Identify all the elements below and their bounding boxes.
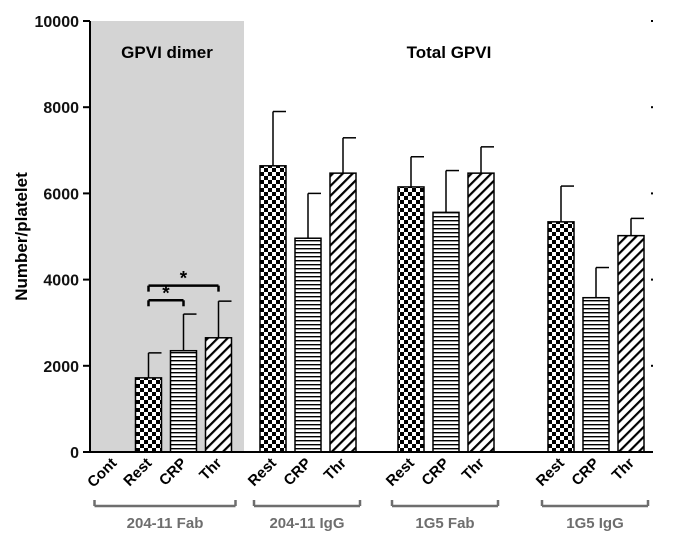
significance-star: * xyxy=(180,269,188,290)
bar-crp xyxy=(582,296,610,453)
bar-crp xyxy=(294,237,322,453)
x-tick-label: Thr xyxy=(459,455,488,484)
bars-layer xyxy=(134,165,645,453)
y-tick-label: 8000 xyxy=(43,100,79,117)
group-label: 204-11 Fab xyxy=(127,515,204,532)
x-tick-label: Thr xyxy=(196,455,225,484)
right-ticks xyxy=(651,20,653,367)
bar-rest xyxy=(397,186,425,453)
group-labels: 204-11 Fab 204-11 IgG 1G5 Fab 1G5 IgG xyxy=(93,500,650,532)
bar-rest xyxy=(547,221,575,453)
bar-thr xyxy=(204,337,233,453)
bar-thr xyxy=(329,172,357,453)
x-tick-label: CRP xyxy=(418,455,452,489)
significance-layer: ** xyxy=(147,269,220,307)
x-tick-label: Cont xyxy=(84,455,120,491)
y-tick-label: 10000 xyxy=(35,14,80,31)
x-category-labels: Cont Rest CRP Thr Rest CRP Thr Rest CRP Thr Rest CR… xyxy=(84,455,638,491)
significance-star: * xyxy=(162,283,170,304)
group-label: 1G5 Fab xyxy=(415,515,474,532)
panel-title-total-gpvi: Total GPVI xyxy=(407,43,492,62)
x-tick-label: Rest xyxy=(120,455,155,490)
x-tick-label: Rest xyxy=(245,455,280,490)
x-tick-label: Thr xyxy=(321,455,350,484)
group-label: 1G5 IgG xyxy=(566,515,624,532)
y-tick-label: 0 xyxy=(70,445,79,462)
bar-thr xyxy=(617,234,645,453)
error-bars-layer xyxy=(147,110,644,378)
bar-crp xyxy=(432,211,460,453)
x-tick-label: Thr xyxy=(609,455,638,484)
panel-title-gpvi-dimer: GPVI dimer xyxy=(121,43,213,62)
bar-thr xyxy=(467,172,495,453)
x-tick-label: Rest xyxy=(533,455,568,490)
y-tick-label: 4000 xyxy=(43,273,79,290)
x-tick-label: Rest xyxy=(383,455,418,490)
y-ticks: 0 2000 4000 6000 8000 10000 xyxy=(35,14,90,462)
y-tick-label: 6000 xyxy=(43,186,79,203)
x-tick-label: CRP xyxy=(280,455,314,489)
y-tick-label: 2000 xyxy=(43,359,79,376)
bar-crp xyxy=(169,349,198,453)
y-axis-label: Number/platelet xyxy=(12,172,31,301)
bar-rest xyxy=(134,377,163,453)
x-tick-label: CRP xyxy=(156,455,190,489)
x-tick-label: CRP xyxy=(568,455,602,489)
bar-rest xyxy=(259,165,287,453)
group-label: 204-11 IgG xyxy=(269,515,344,532)
